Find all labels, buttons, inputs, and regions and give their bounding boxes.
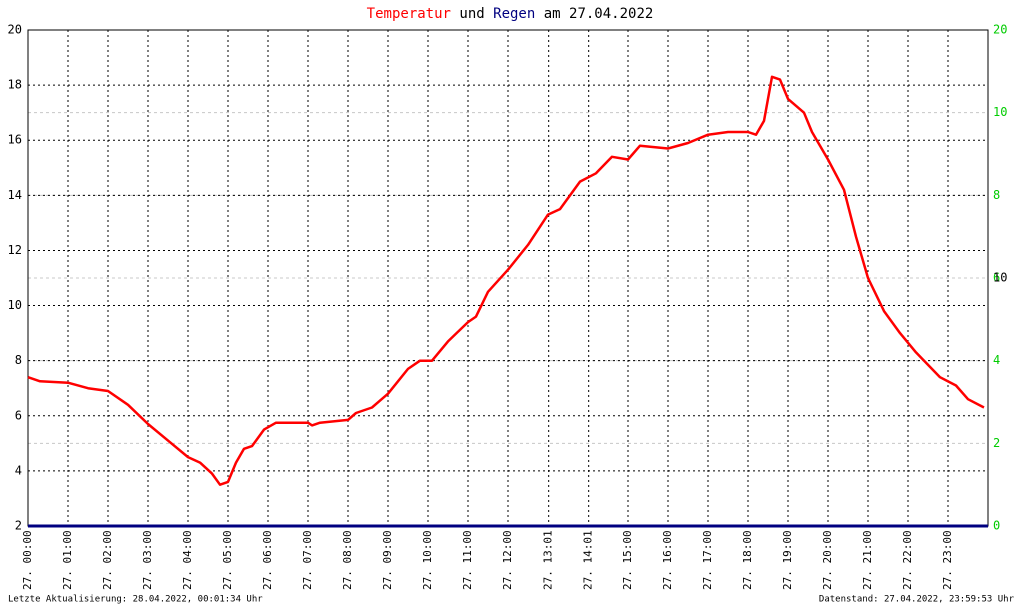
title-part: Temperatur: [367, 6, 451, 22]
line-temperatur: [27, 75, 985, 486]
y-tick-label: 10: [8, 298, 22, 312]
x-tick-label: 27. 15:00: [621, 530, 634, 590]
x-tick-label: 27. 13:01: [542, 530, 555, 590]
x-tick-label: 27. 16:00: [661, 530, 674, 590]
y-tick-label: 4: [15, 463, 22, 477]
x-tick-label: 27. 21:00: [861, 530, 874, 590]
x-tick-label: 27. 06:00: [261, 530, 274, 590]
y-tick-label: 14: [8, 188, 22, 202]
y3-tick-label: 10: [993, 271, 1007, 285]
chart-title: Temperatur und Regen am 27.04.2022: [367, 6, 654, 22]
x-tick-label: 27. 03:00: [141, 530, 154, 590]
x-tick-label: 27. 05:00: [221, 530, 234, 590]
x-tick-label: 27. 14:01: [582, 530, 595, 590]
x-tick-label: 27. 23:00: [941, 530, 954, 590]
y2-tick-label: 0: [993, 519, 1000, 533]
y-tick-label: 20: [8, 23, 22, 37]
x-tick-label: 27. 08:00: [341, 530, 354, 590]
x-tick-label: 27. 04:00: [181, 530, 194, 590]
x-tick-label: 27. 12:00: [501, 530, 514, 590]
title-part: am 27.04.2022: [544, 6, 654, 22]
x-tick-label: 27. 17:00: [701, 530, 714, 590]
y-tick-label: 18: [8, 78, 22, 92]
y2-tick-label: 10: [993, 105, 1007, 119]
x-tick-label: 27. 10:00: [421, 530, 434, 590]
y-tick-label: 12: [8, 243, 22, 257]
footer-left: Letzte Aktualisierung: 28.04.2022, 00:01…: [8, 595, 263, 605]
x-tick-label: 27. 19:00: [781, 530, 794, 590]
x-tick-label: 27. 01:00: [61, 530, 74, 590]
x-tick-label: 27. 07:00: [301, 530, 314, 590]
x-tick-label: 27. 18:00: [741, 530, 754, 590]
y-tick-label: 8: [15, 353, 22, 367]
y2-tick-label: 2: [993, 436, 1000, 450]
x-tick-label: 27. 02:00: [101, 530, 114, 590]
title-part: und: [459, 6, 484, 22]
y-tick-label: 16: [8, 133, 22, 147]
footer-right: Datenstand: 27.04.2022, 23:59:53 Uhr: [819, 595, 1015, 605]
y3-tick-label: 20: [993, 23, 1007, 37]
x-tick-label: 27. 11:00: [461, 530, 474, 590]
x-tick-label: 27. 20:00: [821, 530, 834, 590]
y2-tick-label: 6: [993, 271, 1000, 285]
x-tick-label: 27. 09:00: [381, 530, 394, 590]
y-tick-label: 2: [15, 519, 22, 533]
y2-tick-label: 4: [993, 353, 1000, 367]
x-tick-label: 27. 22:00: [901, 530, 914, 590]
title-part: Regen: [493, 6, 535, 22]
y-tick-label: 6: [15, 408, 22, 422]
x-tick-label: 27. 00:00: [21, 530, 34, 590]
y2-tick-label: 8: [993, 188, 1000, 202]
